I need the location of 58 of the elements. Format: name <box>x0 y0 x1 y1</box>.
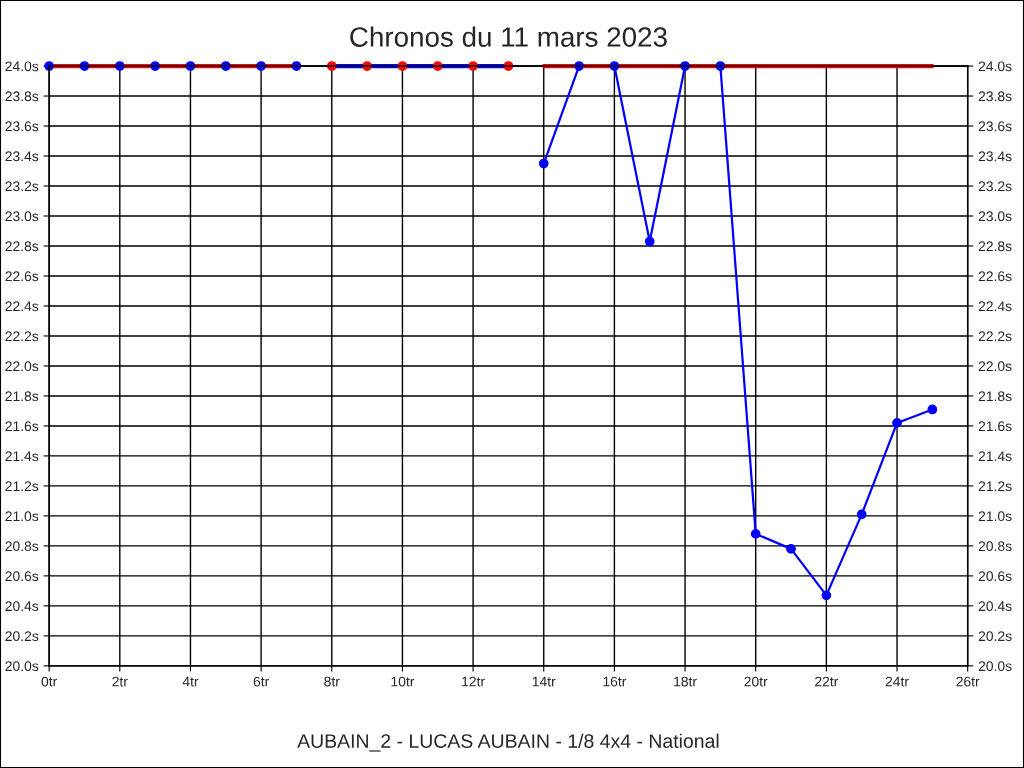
y-tick-label: 20.0s <box>5 661 39 672</box>
y2-tick-label: 22.6s <box>978 271 1012 282</box>
y2-tick-label: 24.0s <box>978 61 1012 72</box>
y2-tick-label: 21.6s <box>978 421 1012 432</box>
x-tick-label: 0tr <box>41 676 58 687</box>
y-tick-label: 20.4s <box>5 601 39 612</box>
y2-tick-label: 22.0s <box>978 361 1012 372</box>
y-tick-label: 21.2s <box>5 481 39 492</box>
y2-tick-label: 23.2s <box>978 181 1012 192</box>
y-tick-label: 23.4s <box>5 151 39 162</box>
y2-tick-label: 22.2s <box>978 331 1012 342</box>
y-tick-label: 21.4s <box>5 451 39 462</box>
y-tick-label: 23.2s <box>5 181 39 192</box>
x-tick-label: 24tr <box>885 676 909 687</box>
x-tick-label: 22tr <box>815 676 839 687</box>
y-tick-label: 23.8s <box>5 91 39 102</box>
y2-tick-label: 20.8s <box>978 541 1012 552</box>
x-tick-label: 16tr <box>603 676 627 687</box>
x-tick-label: 26tr <box>956 676 980 687</box>
x-tick-label: 10tr <box>391 676 415 687</box>
y-tick-label: 22.6s <box>5 271 39 282</box>
y-tick-label: 22.0s <box>5 361 39 372</box>
x-tick-label: 12tr <box>462 676 485 687</box>
y2-tick-label: 20.0s <box>978 661 1012 672</box>
y2-tick-label: 22.4s <box>978 301 1012 312</box>
x-tick-label: 8tr <box>324 676 340 687</box>
y-tick-label: 20.8s <box>5 541 39 552</box>
y-tick-label: 23.6s <box>5 121 39 132</box>
y2-tick-label: 23.0s <box>978 211 1012 222</box>
y-tick-label: 20.6s <box>5 571 39 582</box>
x-tick-label: 2tr <box>112 676 128 687</box>
x-axis-title: AUBAIN_2 - LUCAS AUBAIN - 1/8 4x4 - National <box>297 733 719 752</box>
y2-tick-label: 22.8s <box>978 241 1012 252</box>
y2-tick-label: 20.2s <box>978 631 1012 642</box>
y2-tick-label: 20.6s <box>978 571 1012 582</box>
y2-tick-label: 21.0s <box>978 511 1012 522</box>
x-tick-label: 20tr <box>744 676 768 687</box>
y-tick-label: 20.2s <box>5 631 39 642</box>
y-tick-label: 21.6s <box>5 421 39 432</box>
chart-title: Chronos du 11 mars 2023 <box>350 26 667 47</box>
y-tick-label: 23.0s <box>5 211 39 222</box>
y-tick-label: 24.0s <box>5 61 39 72</box>
y-tick-label: 21.0s <box>5 511 39 522</box>
y-tick-label: 22.8s <box>5 241 39 252</box>
y-tick-label: 22.4s <box>5 301 39 312</box>
x-tick-label: 18tr <box>674 676 697 687</box>
y-tick-label: 21.8s <box>5 391 39 402</box>
y2-tick-label: 21.4s <box>978 451 1012 462</box>
x-tick-label: 6tr <box>253 676 269 687</box>
x-tick-label: 14tr <box>532 676 556 687</box>
y2-tick-label: 21.8s <box>978 391 1012 402</box>
y2-tick-label: 23.4s <box>978 151 1012 162</box>
y2-tick-label: 20.4s <box>978 601 1012 612</box>
y2-tick-label: 23.6s <box>978 121 1012 132</box>
y-tick-label: 22.2s <box>5 331 39 342</box>
y2-tick-label: 21.2s <box>978 481 1012 492</box>
x-tick-label: 4tr <box>182 676 199 687</box>
y2-tick-label: 23.8s <box>978 91 1012 102</box>
